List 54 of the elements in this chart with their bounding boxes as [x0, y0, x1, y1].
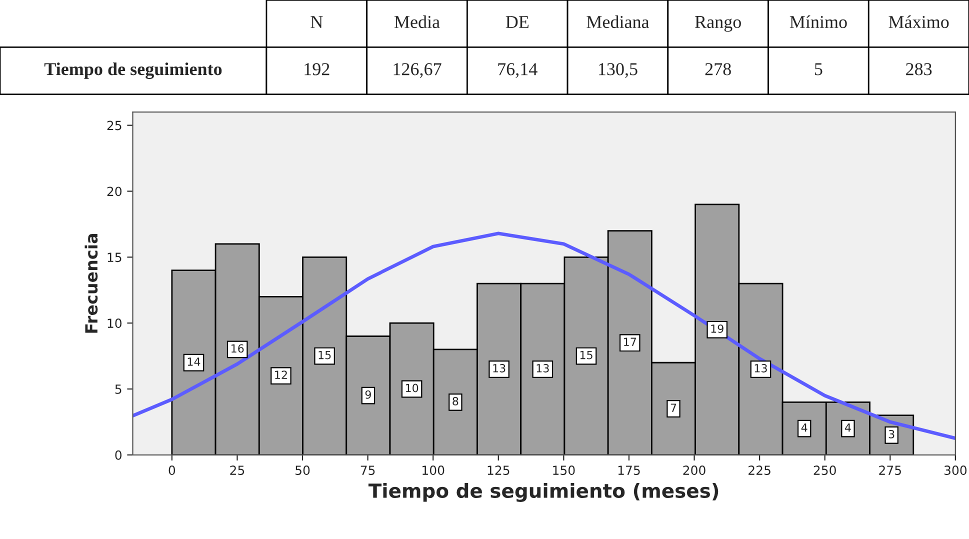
text: 283 — [906, 63, 932, 76]
x-tick-label: 225 — [748, 466, 770, 476]
data-label: 15 — [580, 350, 592, 360]
text: Máximo — [888, 15, 949, 28]
x-tick-label: 250 — [814, 466, 836, 476]
x-tick-label: 50 — [296, 466, 310, 476]
y-tick-label: 10 — [108, 318, 122, 328]
line-series — [132, 232, 956, 440]
data-label: 3 — [888, 430, 894, 438]
x-axis-title: Tiempo de seguimiento (meses) — [368, 482, 718, 502]
text: Mediana — [586, 15, 650, 28]
x-tick-label: 25 — [230, 466, 244, 476]
x-tick-label: 75 — [360, 466, 375, 476]
data-label: 17 — [624, 338, 636, 346]
x-tick-label: 275 — [879, 466, 901, 476]
x-tick-label: 125 — [488, 466, 510, 476]
x-tick-label: 300 — [944, 466, 967, 476]
y-tick-label: 5 — [115, 384, 122, 394]
data-label: 13 — [493, 364, 506, 372]
text: 76,14 — [498, 63, 538, 78]
text: 278 — [705, 63, 731, 76]
y-tick-label: 15 — [108, 252, 122, 262]
x-tick-label: 200 — [683, 466, 706, 476]
data-label: 8 — [452, 396, 458, 406]
data-label: 13 — [754, 364, 767, 372]
data-label: 7 — [670, 404, 676, 412]
y-tick-label: 0 — [115, 450, 122, 460]
x-tick-label: 175 — [618, 466, 640, 476]
y-tick-label: 25 — [107, 120, 122, 130]
y-axis-title: Frecuencia — [84, 234, 98, 333]
data-label: 10 — [406, 384, 418, 392]
text: Media — [394, 15, 440, 28]
text: 126,67 — [394, 63, 442, 78]
text: 5 — [814, 63, 822, 76]
x-tick-label: 100 — [422, 466, 444, 476]
data-label: 19 — [711, 324, 724, 333]
text: Mínimo — [790, 15, 847, 28]
text: 130,5 — [599, 63, 638, 78]
text: 192 — [304, 63, 330, 76]
text: Rango — [695, 16, 741, 32]
data-label: 4 — [844, 424, 851, 432]
data-label: 12 — [275, 370, 287, 379]
data-label: 14 — [188, 358, 200, 366]
data-label: 4 — [801, 424, 808, 432]
data-label: 13 — [536, 364, 549, 372]
text: Tiempo de seguimiento — [44, 62, 222, 79]
data-label: 15 — [318, 350, 331, 360]
data-label: 9 — [365, 390, 371, 399]
x-tick-label: 150 — [553, 466, 575, 476]
text: N — [310, 16, 323, 28]
data-label: 16 — [232, 344, 244, 353]
y-tick-label: 20 — [107, 186, 122, 196]
text: DE — [506, 16, 529, 28]
x-tick-label: 0 — [168, 466, 176, 476]
